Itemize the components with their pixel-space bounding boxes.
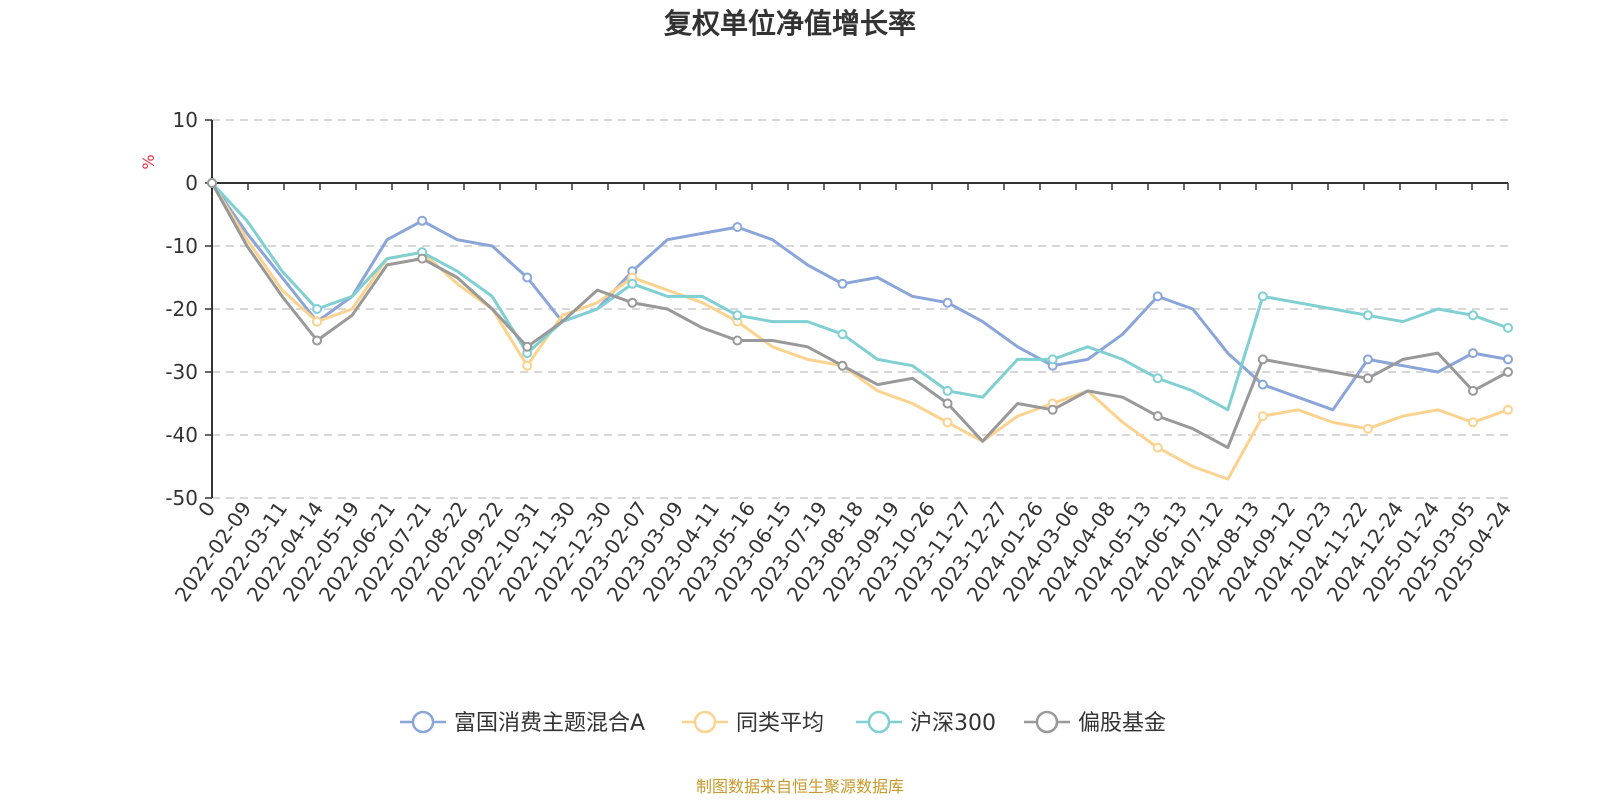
series-偏股基金 — [207, 178, 1513, 450]
data-point — [837, 278, 848, 289]
series-line — [210, 182, 1509, 412]
data-point — [942, 398, 953, 409]
data-point — [627, 278, 638, 289]
x-tick-labels: 02022-02-092022-03-112022-04-142022-05-1… — [170, 497, 1516, 606]
legend-label: 沪深300 — [910, 711, 996, 736]
data-point — [312, 316, 323, 327]
data-point — [207, 178, 217, 188]
legend-item[interactable]: 偏股基金 — [1024, 710, 1166, 736]
legend-marker — [867, 710, 891, 734]
data-point — [1047, 354, 1058, 365]
data-point — [1152, 291, 1163, 302]
data-point — [1467, 417, 1478, 428]
series-沪深300 — [207, 178, 1513, 412]
y-tick-label: -50 — [165, 486, 198, 510]
legend-label: 偏股基金 — [1078, 711, 1166, 736]
y-tick-label: -30 — [165, 360, 198, 384]
data-point — [522, 341, 533, 352]
series-line — [210, 182, 1509, 450]
data-point — [942, 417, 953, 428]
data-point — [1152, 373, 1163, 384]
data-point — [1257, 354, 1268, 365]
data-point — [732, 222, 743, 233]
series-lines — [207, 178, 1513, 481]
y-tick-label: 10 — [173, 108, 198, 132]
data-point — [1362, 373, 1373, 384]
series-line — [210, 181, 1509, 412]
data-point — [312, 304, 323, 314]
data-point — [1257, 411, 1268, 422]
legend-marker — [411, 710, 435, 734]
data-point — [1503, 354, 1513, 365]
y-tick-label: 0 — [185, 171, 198, 195]
data-point — [942, 385, 953, 396]
series-同类平均 — [207, 178, 1513, 481]
data-point — [837, 329, 848, 340]
legend-label: 同类平均 — [736, 711, 824, 736]
data-point — [1257, 291, 1268, 302]
data-point — [1503, 322, 1513, 333]
y-tick-label: -20 — [165, 297, 198, 321]
legend-item[interactable]: 同类平均 — [682, 710, 824, 736]
legend-item[interactable]: 沪深300 — [856, 710, 996, 736]
data-point — [417, 215, 428, 226]
series-line — [210, 182, 1509, 481]
data-point — [522, 272, 533, 283]
data-point — [1152, 442, 1163, 453]
data-point — [1467, 348, 1478, 359]
y-tick-label: -40 — [165, 423, 198, 447]
data-point — [942, 297, 953, 308]
data-point — [1503, 367, 1513, 377]
data-point — [1047, 404, 1058, 415]
data-point — [1257, 379, 1268, 390]
y-axis-unit: % — [139, 154, 158, 169]
x-tick-label: 0 — [193, 497, 220, 521]
data-point — [1362, 423, 1373, 434]
data-point — [732, 335, 743, 346]
data-point — [732, 310, 743, 321]
data-point — [1362, 354, 1373, 365]
data-point — [1362, 310, 1373, 321]
chart-title: 复权单位净值增长率 — [664, 7, 916, 40]
data-point — [522, 360, 533, 371]
legend[interactable]: 富国消费主题混合A 同类平均 沪深300 偏股基金 — [400, 710, 1166, 736]
data-point — [312, 335, 323, 346]
data-point — [1503, 404, 1513, 415]
legend-marker — [693, 710, 717, 734]
data-point — [1467, 310, 1478, 321]
data-point — [837, 360, 848, 371]
data-source-note: 制图数据来自恒生聚源数据库 — [696, 777, 904, 796]
grid-lines — [212, 119, 1508, 499]
data-point — [1152, 411, 1163, 422]
data-point — [417, 253, 428, 264]
data-point — [1467, 385, 1478, 396]
y-tick-labels: 10 0 -10 -20 -30 -40 -50 — [165, 108, 198, 510]
legend-marker — [1035, 710, 1059, 734]
y-tick-label: -10 — [165, 234, 198, 258]
legend-item[interactable]: 富国消费主题混合A — [400, 710, 645, 736]
data-point — [627, 297, 638, 308]
legend-label: 富国消费主题混合A — [454, 711, 645, 736]
